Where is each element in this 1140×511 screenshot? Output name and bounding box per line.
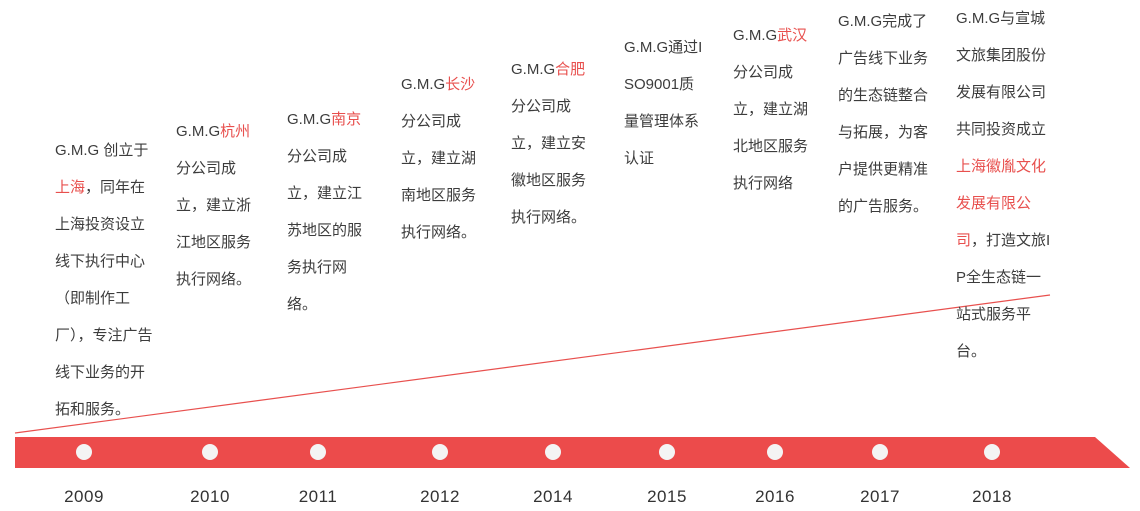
milestone-text-after: 分公司成立，建立湖南地区服务执行网络。 xyxy=(401,113,477,241)
milestone-highlight: 合肥 xyxy=(555,61,586,78)
milestone-2009: G.M.G 创立于上海，同年在上海投资设立线下执行中心（即制作工厂），专注广告线… xyxy=(55,132,153,428)
timeline-dot xyxy=(202,444,218,460)
year-label-2010: 2010 xyxy=(190,487,230,506)
milestone-highlight: 上海 xyxy=(55,179,86,196)
milestone-text-after: 分公司成立，建立浙江地区服务执行网络。 xyxy=(176,160,252,288)
milestone-text-before: G.M.G xyxy=(176,123,221,140)
milestone-text-before: G.M.G完成了广告线下业务的生态链整合与拓展，为客户提供更精准的广告服务。 xyxy=(838,13,929,215)
timeline-dot xyxy=(984,444,1000,460)
milestone-text-before: G.M.G xyxy=(287,111,332,128)
milestone-2012: G.M.G长沙分公司成立，建立湖南地区服务执行网络。 xyxy=(401,66,483,251)
timeline-dot xyxy=(659,444,675,460)
year-label-2009: 2009 xyxy=(64,487,104,506)
year-label-2015: 2015 xyxy=(647,487,687,506)
timeline-dot xyxy=(76,444,92,460)
timeline-dot xyxy=(872,444,888,460)
milestone-2018: G.M.G与宣城文旅集团股份发展有限公司共同投资成立上海徽胤文化发展有限公司，打… xyxy=(956,0,1052,370)
milestone-text-after: 分公司成立，建立湖北地区服务执行网络 xyxy=(733,64,809,192)
milestone-highlight: 南京 xyxy=(331,111,362,128)
milestone-2014: G.M.G合肥分公司成立，建立安徽地区服务执行网络。 xyxy=(511,51,593,236)
timeline-dot xyxy=(545,444,561,460)
milestone-text-before: G.M.G与宣城文旅集团股份发展有限公司共同投资成立 xyxy=(956,10,1047,138)
milestone-highlight: 长沙 xyxy=(445,76,476,93)
milestone-text-before: G.M.G xyxy=(511,61,556,78)
year-label-2018: 2018 xyxy=(972,487,1012,506)
year-label-2012: 2012 xyxy=(420,487,460,506)
milestone-text-before: G.M.G xyxy=(733,27,778,44)
milestone-text-after: 分公司成立，建立江苏地区的服务执行网络。 xyxy=(287,148,363,313)
milestone-text-after: ，打造文旅IP全生态链一站式服务平台。 xyxy=(956,232,1051,360)
milestone-2015: G.M.G通过ISO9001质量管理体系认证 xyxy=(624,29,708,177)
year-label-2014: 2014 xyxy=(533,487,573,506)
milestone-highlight: 上海徽胤文化发展有限公司 xyxy=(956,158,1047,249)
year-label-2011: 2011 xyxy=(298,487,338,506)
milestone-text-after: 分公司成立，建立安徽地区服务执行网络。 xyxy=(511,98,587,226)
year-label-2016: 2016 xyxy=(755,487,795,506)
milestone-text-before: G.M.G 创立于 xyxy=(55,142,149,159)
milestone-text-before: G.M.G通过ISO9001质量管理体系认证 xyxy=(624,39,703,167)
milestone-2011: G.M.G南京分公司成立，建立江苏地区的服务执行网络。 xyxy=(287,101,371,323)
milestone-highlight: 杭州 xyxy=(220,123,251,140)
milestone-2016: G.M.G武汉分公司成立，建立湖北地区服务执行网络 xyxy=(733,17,815,202)
milestone-2017: G.M.G完成了广告线下业务的生态链整合与拓展，为客户提供更精准的广告服务。 xyxy=(838,3,932,225)
year-label-2017: 2017 xyxy=(860,487,900,506)
timeline-ribbon xyxy=(15,437,1130,468)
milestone-highlight: 武汉 xyxy=(777,27,808,44)
milestone-text-before: G.M.G xyxy=(401,76,446,93)
timeline-dot xyxy=(767,444,783,460)
timeline-dot xyxy=(310,444,326,460)
timeline-dot xyxy=(432,444,448,460)
milestone-2010: G.M.G杭州分公司成立，建立浙江地区服务执行网络。 xyxy=(176,113,258,298)
milestone-text-after: ，同年在上海投资设立线下执行中心（即制作工厂），专注广告线下业务的开拓和服务。 xyxy=(55,179,153,418)
